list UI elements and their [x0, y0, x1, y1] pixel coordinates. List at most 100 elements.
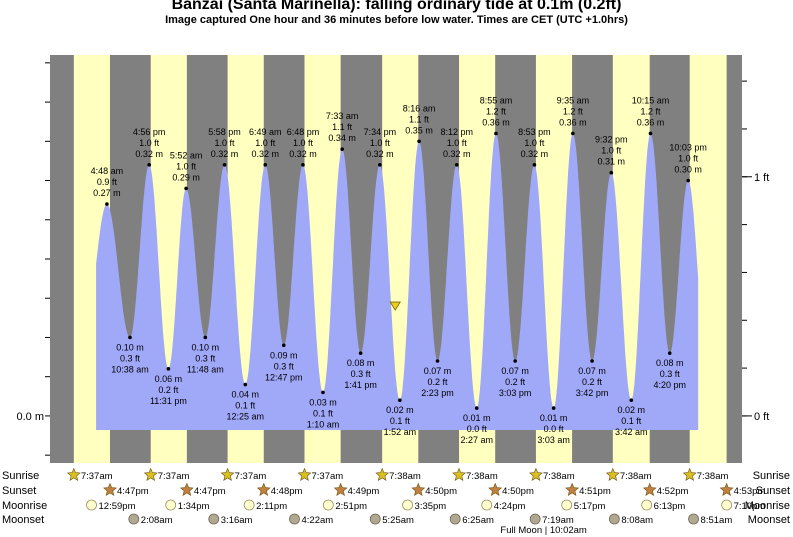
tide-ft-label: 0.1 ft	[390, 416, 411, 426]
sunrise-icon	[682, 467, 697, 481]
tide-curve	[96, 133, 699, 430]
tide-ft-label: 0.2 ft	[582, 377, 603, 387]
sunset-time: 4:50pm	[502, 486, 534, 497]
tide-time-label: 1:10 am	[307, 419, 340, 429]
tide-point	[243, 382, 248, 387]
sunrise-time: 7:38am	[543, 471, 575, 482]
tide-time-label: 4:56 pm	[133, 127, 166, 137]
moonrise-time: 7:10pm	[734, 501, 766, 512]
sun-moon-rows: Sunrise Sunset Moonrise Moonset Sunrise Sunse…	[2, 467, 790, 536]
moonrise-icon	[322, 499, 334, 511]
sunset-icon	[719, 482, 734, 496]
moonset-time: 3:16am	[221, 515, 253, 526]
moonset-time: 8:08am	[621, 515, 653, 526]
tide-ft-label: 0.3 ft	[351, 369, 372, 379]
tide-time-label: 11:48 am	[187, 364, 224, 374]
moonset-icon	[289, 513, 300, 525]
moonrise-time: 2:11pm	[256, 501, 287, 512]
sunset-time: 4:47pm	[117, 486, 149, 497]
tide-ft-label: 0.2 ft	[158, 385, 179, 395]
sunrise-icon	[66, 467, 81, 481]
tide-m-label: 0.09 m	[270, 350, 298, 360]
tide-m-label: 0.32 m	[366, 149, 394, 159]
tide-time-label: 12:25 am	[227, 412, 265, 422]
moonset-icon	[529, 513, 541, 525]
moonset-time: 5:25am	[382, 515, 414, 526]
sunrise-row-label: Sunrise	[2, 470, 39, 482]
tide-point	[128, 335, 132, 340]
tide-point	[166, 367, 171, 371]
tide-time-label: 10:15 am	[632, 95, 670, 105]
tide-time-label: 9:35 am	[557, 95, 590, 105]
sunrise-time: 7:37am	[81, 471, 113, 482]
tide-time-label: 4:48 am	[91, 166, 124, 176]
sunrise-time: 7:37am	[158, 471, 190, 482]
sunset-icon	[179, 482, 194, 496]
moonrise-row-label-right: Moonrise	[745, 500, 790, 512]
tide-m-label: 0.01 m	[540, 413, 568, 423]
tide-point	[454, 163, 459, 167]
tide-time-label: 1:41 pm	[344, 380, 377, 390]
tide-ft-label: 1.0 ft	[215, 138, 236, 148]
tide-time-label: 1:52 am	[384, 427, 417, 437]
tide-ft-label: 0.3 ft	[120, 353, 141, 363]
tide-time-label: 9:32 pm	[595, 135, 628, 145]
tide-m-label: 0.29 m	[172, 172, 200, 182]
moonrise-icon	[86, 499, 97, 511]
tide-m-label: 0.32 m	[289, 149, 317, 159]
tide-point	[184, 186, 188, 191]
tide-time-label: 3:42 am	[615, 427, 648, 437]
tide-m-label: 0.02 m	[386, 405, 414, 415]
tide-time-label: 3:03 pm	[499, 388, 532, 398]
tide-m-label: 0.27 m	[93, 188, 121, 198]
tide-point	[686, 178, 690, 183]
tide-ft-label: 0.9 ft	[97, 177, 118, 187]
tide-m-label: 0.30 m	[674, 165, 702, 175]
tide-point	[378, 163, 382, 167]
tide-time-label: 6:48 pm	[287, 127, 320, 137]
sunset-time: 4:52pm	[657, 486, 689, 497]
moonset-time: 8:51am	[701, 515, 733, 526]
right-axis-label: 0 ft	[754, 411, 769, 423]
tide-m-label: 0.32 m	[521, 149, 549, 159]
tide-point	[648, 131, 653, 136]
tide-point	[532, 163, 537, 167]
moonrise-time: 4:24pm	[494, 501, 526, 512]
tide-ft-label: 1.0 ft	[447, 138, 468, 148]
tide-time-label: 5:52 am	[170, 150, 203, 160]
tide-ft-label: 0.3 ft	[274, 361, 295, 371]
moonset-row-label-right: Moonset	[748, 514, 790, 526]
sunset-time: 4:51pm	[579, 486, 611, 497]
moonrise-time: 6:13pm	[654, 501, 686, 512]
sunset-time: 4:53pm	[734, 486, 766, 497]
moonrise-time: 3:35pm	[415, 501, 447, 512]
tide-point	[435, 359, 440, 363]
moonset-icon	[128, 513, 140, 525]
moonrise-time: 12:59pm	[99, 501, 136, 512]
tide-point	[105, 202, 109, 206]
tide-m-label: 0.32 m	[252, 149, 280, 159]
tide-m-label: 0.06 m	[155, 374, 183, 384]
tide-point	[147, 163, 151, 167]
tide-ft-label: 0.0 ft	[544, 424, 565, 434]
tide-point	[321, 390, 325, 395]
sunrise-row-label-right: Sunrise	[753, 470, 790, 482]
sunrise-time: 7:38am	[620, 471, 652, 482]
moonrise-time: 1:34pm	[178, 501, 210, 512]
moonrise-time: 5:17pm	[574, 501, 606, 512]
tide-time-label: 6:49 am	[249, 127, 282, 137]
tide-ft-label: 0.1 ft	[235, 401, 256, 411]
tide-m-label: 0.08 m	[347, 358, 375, 368]
moonrise-row-label: Moonrise	[2, 500, 47, 512]
tide-m-label: 0.07 m	[578, 366, 606, 376]
tide-time-label: 4:20 pm	[653, 380, 686, 390]
tide-m-label: 0.10 m	[192, 342, 220, 352]
moonrise-icon	[481, 499, 493, 511]
tide-m-label: 0.07 m	[501, 366, 529, 376]
tide-time-label: 8:16 am	[403, 103, 436, 113]
tide-time-label: 3:42 pm	[576, 388, 609, 398]
sunset-icon	[411, 482, 426, 496]
moonrise-icon	[402, 499, 413, 511]
tide-ft-label: 0.0 ft	[467, 424, 488, 434]
sunrise-time: 7:37am	[235, 471, 267, 482]
